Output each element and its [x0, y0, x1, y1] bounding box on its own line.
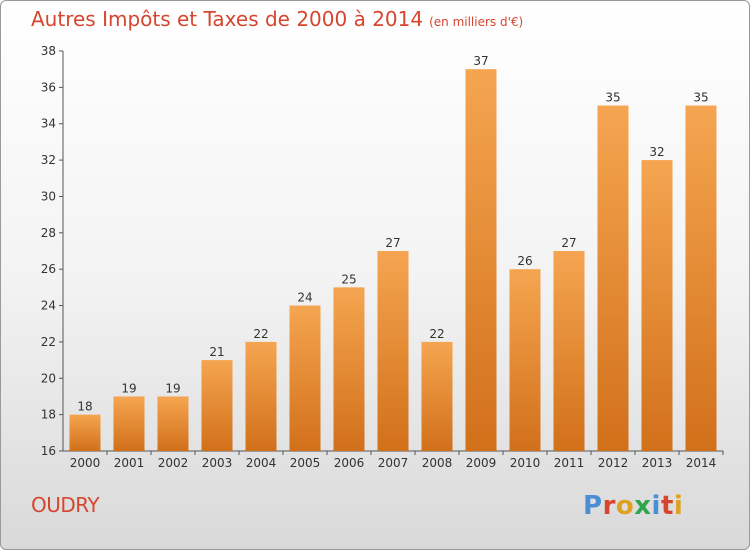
- logo-letter: i: [673, 491, 684, 521]
- bar-2002[interactable]: [157, 396, 189, 451]
- chart-unit: (en milliers d'€): [429, 15, 524, 29]
- x-tick-label: 2001: [114, 456, 145, 470]
- data-label-2012: 35: [605, 91, 620, 105]
- y-tick-label: 18: [41, 408, 56, 422]
- x-tick-label: 2000: [70, 456, 101, 470]
- bar-2005[interactable]: [289, 305, 321, 451]
- y-tick-label: 38: [41, 44, 56, 58]
- logo-letter: o: [615, 491, 635, 521]
- bar-2007[interactable]: [377, 251, 409, 451]
- y-axis: 16 18 20 22 24 26 28 30 32 34 36 38: [41, 44, 64, 458]
- data-label-2010: 26: [517, 254, 532, 268]
- bar-2008[interactable]: [421, 341, 453, 451]
- x-tick-label: 2003: [202, 456, 233, 470]
- chart-title: Autres Impôts et Taxes de 2000 à 2014 (en…: [31, 7, 523, 31]
- y-tick-label: 26: [41, 262, 56, 276]
- y-tick-label: 28: [41, 226, 56, 240]
- bar-2004[interactable]: [245, 341, 277, 451]
- proxiti-logo[interactable]: Proxiti: [583, 491, 683, 521]
- logo-letter: i: [651, 491, 661, 521]
- bar-2001[interactable]: [113, 396, 145, 451]
- data-label-2004: 22: [253, 327, 268, 341]
- data-label-2013: 32: [649, 145, 664, 159]
- x-tick-label: 2011: [554, 456, 585, 470]
- logo-letter: P: [583, 491, 603, 521]
- commune-name: OUDRY: [31, 493, 100, 517]
- bar-2009[interactable]: [465, 69, 497, 451]
- y-tick-label: 30: [41, 189, 56, 203]
- data-label-2005: 24: [297, 291, 312, 305]
- x-axis: 2000 2001 2002 2003 2004 2005 2006 2007 2008 2009…: [63, 450, 724, 470]
- bar-2006[interactable]: [333, 287, 365, 451]
- x-tick-label: 2010: [510, 456, 541, 470]
- y-tick-label: 16: [41, 444, 56, 458]
- data-labels: 18 19 19 21 22 24 25 27 22 37 26 27 35 32 35: [77, 54, 708, 413]
- y-tick-label: 20: [41, 371, 56, 385]
- logo-letter: x: [634, 491, 652, 521]
- data-label-2007: 27: [385, 236, 400, 250]
- bar-2013[interactable]: [641, 160, 673, 451]
- x-tick-label: 2007: [378, 456, 409, 470]
- logo-letter: t: [660, 491, 674, 521]
- data-label-2014: 35: [693, 91, 708, 105]
- bar-2010[interactable]: [509, 269, 541, 451]
- bar-2003[interactable]: [201, 360, 233, 451]
- data-label-2002: 19: [165, 381, 180, 395]
- data-label-2008: 22: [429, 327, 444, 341]
- chart-title-text: Autres Impôts et Taxes de 2000 à 2014: [31, 7, 424, 31]
- bars: [69, 69, 717, 451]
- x-tick-label: 2013: [642, 456, 673, 470]
- bar-2012[interactable]: [597, 105, 629, 451]
- x-tick-label: 2006: [334, 456, 365, 470]
- data-label-2001: 19: [121, 381, 136, 395]
- y-tick-label: 22: [41, 335, 56, 349]
- x-tick-label: 2004: [246, 456, 277, 470]
- bar-2000[interactable]: [69, 414, 101, 451]
- x-tick-label: 2009: [466, 456, 497, 470]
- x-tick-label: 2002: [158, 456, 189, 470]
- x-tick-label: 2014: [686, 456, 717, 470]
- y-tick-label: 36: [41, 80, 56, 94]
- x-tick-label: 2012: [598, 456, 629, 470]
- x-tick-label: 2005: [290, 456, 321, 470]
- x-tick-label: 2008: [422, 456, 453, 470]
- bar-2014[interactable]: [685, 105, 717, 451]
- data-label-2003: 21: [209, 345, 224, 359]
- y-tick-label: 32: [41, 153, 56, 167]
- data-label-2011: 27: [561, 236, 576, 250]
- y-tick-label: 24: [41, 299, 56, 313]
- data-label-2006: 25: [341, 272, 356, 286]
- bar-2011[interactable]: [553, 251, 585, 451]
- y-tick-label: 34: [41, 117, 56, 131]
- data-label-2000: 18: [77, 400, 92, 414]
- logo-letter: r: [602, 491, 616, 521]
- data-label-2009: 37: [473, 54, 488, 68]
